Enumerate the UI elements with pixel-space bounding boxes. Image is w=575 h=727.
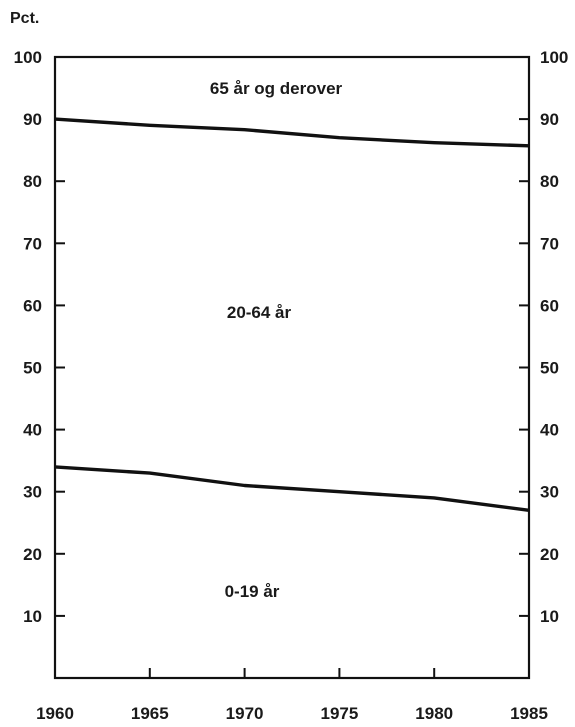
y-tick-label-left: 30 bbox=[23, 483, 42, 502]
y-tick-label-right: 50 bbox=[540, 359, 559, 378]
y-tick-label-right: 10 bbox=[540, 607, 559, 626]
y-tick-label-left: 100 bbox=[14, 48, 42, 67]
y-tick-label-right: 60 bbox=[540, 296, 559, 315]
y-tick-label-left: 10 bbox=[23, 607, 42, 626]
x-tick-label: 1975 bbox=[320, 704, 358, 723]
y-tick-label-right: 100 bbox=[540, 48, 568, 67]
y-tick-label-left: 50 bbox=[23, 359, 42, 378]
x-tick-label: 1965 bbox=[131, 704, 169, 723]
y-tick-label-left: 40 bbox=[23, 421, 42, 440]
series bbox=[54, 117, 530, 512]
region-label: 20-64 år bbox=[227, 303, 292, 322]
x-tick-label: 1970 bbox=[226, 704, 264, 723]
y-tick-label-right: 80 bbox=[540, 172, 559, 191]
y-tick-label-right: 40 bbox=[540, 421, 559, 440]
boundary-line-1 bbox=[54, 465, 530, 512]
y-tick-label-left: 20 bbox=[23, 545, 42, 564]
y-tick-label-left: 90 bbox=[23, 110, 42, 129]
region-label: 65 år og derover bbox=[210, 79, 343, 98]
y-tick-label-right: 70 bbox=[540, 234, 559, 253]
y-tick-label-right: 30 bbox=[540, 483, 559, 502]
y-tick-label-right: 90 bbox=[540, 110, 559, 129]
y-unit-label: Pct. bbox=[10, 10, 39, 27]
ticks bbox=[55, 118, 529, 678]
region-labels: 65 år og derover 20-64 år 0-19 år bbox=[210, 79, 343, 601]
plot-frame bbox=[53, 55, 531, 680]
x-tick-label: 1960 bbox=[36, 704, 74, 723]
boundary-line-2 bbox=[54, 117, 530, 148]
y-tick-label-left: 70 bbox=[23, 234, 42, 253]
tick-labels: 10 20 30 40 50 60 70 80 90 100 10 20 30 40 50 60 70 80 90 1… bbox=[14, 48, 569, 723]
x-tick-label: 1985 bbox=[510, 704, 548, 723]
y-tick-label-left: 80 bbox=[23, 172, 42, 191]
x-tick-label: 1980 bbox=[415, 704, 453, 723]
y-tick-label-left: 60 bbox=[23, 296, 42, 315]
region-label: 0-19 år bbox=[225, 582, 280, 601]
y-tick-label-right: 20 bbox=[540, 545, 559, 564]
